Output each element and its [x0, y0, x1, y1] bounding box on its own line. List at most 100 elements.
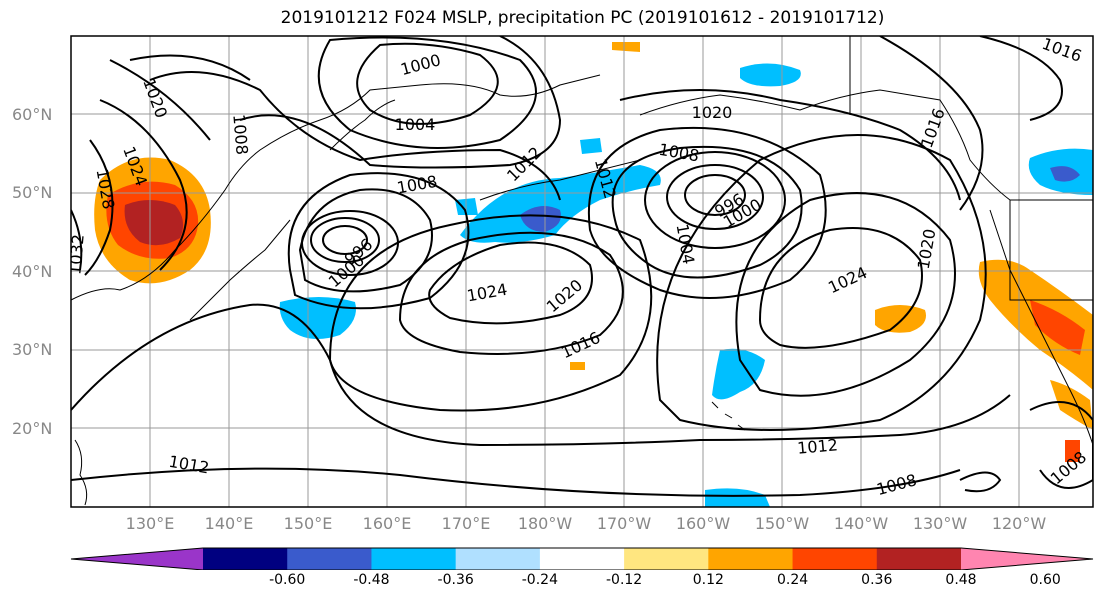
- isobar-1020-alaska: [619, 89, 961, 201]
- isobar-1020-a: [109, 59, 211, 141]
- lon-label: 170°W: [596, 514, 652, 533]
- lon-label: 140°E: [204, 514, 254, 533]
- precip-blob-japan-sea-max: [124, 200, 184, 246]
- colorbar-tick-label: -0.12: [605, 572, 643, 588]
- coast-philippines: [74, 439, 88, 506]
- map-frame: [70, 35, 1094, 508]
- lon-label: 180°W: [517, 514, 573, 533]
- isobar-low-west-inner: [322, 225, 368, 255]
- isobar-1032-asia: [71, 209, 83, 271]
- precip-blob-mid: [875, 305, 926, 333]
- coastlines: [71, 36, 1093, 506]
- isobar-1024-asia: [99, 99, 188, 271]
- lon-label: 170°E: [441, 514, 491, 533]
- isobar-label: 1004: [395, 115, 436, 134]
- isobar-1012-main: [149, 71, 561, 201]
- precip-blob-small-a: [570, 362, 585, 370]
- precip-blob-small-b: [1065, 440, 1080, 462]
- isobar-low-west-996: [310, 217, 380, 263]
- precip-positive-areas: [94, 42, 1093, 462]
- isobar-1008-se: [1029, 401, 1093, 489]
- isobar-1008-west: [287, 172, 470, 310]
- colorbar-swatch: [792, 548, 878, 570]
- colorbar-swatch: [371, 548, 457, 570]
- lat-label-50n: 50°N: [12, 183, 53, 202]
- lat-label-20n: 20°N: [12, 419, 53, 438]
- colorbar-extend-low: [71, 548, 203, 570]
- isobar-1012-east: [587, 126, 827, 299]
- coast-aleutians: [479, 159, 641, 201]
- isobar-1004-west: [298, 188, 433, 293]
- colorbar-extend-high: [961, 548, 1093, 570]
- precip-neg-alaska: [740, 63, 801, 87]
- colorbar-tick-label: -0.48: [353, 572, 390, 588]
- coast-asia: [71, 74, 601, 301]
- border-canada-us: [849, 36, 1093, 301]
- isobar-1016-center: [328, 214, 653, 412]
- colorbar-swatch: [287, 548, 372, 570]
- lon-label: 130°E: [125, 514, 175, 533]
- isobar-1004-north: [317, 36, 537, 149]
- lat-label-30n: 30°N: [12, 340, 53, 359]
- precip-blob-top: [612, 42, 640, 52]
- isobar-low-east-1004: [644, 151, 786, 249]
- colorbar-tick-label: -0.24: [521, 572, 558, 588]
- isobar-1020-center: [398, 231, 624, 355]
- isobar-1012-ne: [979, 36, 1063, 121]
- lon-label: 160°W: [675, 514, 731, 533]
- coast-america-west: [989, 209, 1093, 446]
- isobar-1016-a: [129, 54, 251, 81]
- colorbar-swatch: [708, 548, 794, 570]
- precip-neg-kuril: [580, 138, 602, 154]
- isobar-1024-center: [428, 241, 593, 325]
- colorbar-swatch: [203, 548, 288, 570]
- isobar-1024-east: [758, 227, 923, 349]
- lon-label: 120°W: [991, 514, 1047, 533]
- isobar-1016-alaska: [879, 36, 984, 211]
- isobar-1008-north: [239, 36, 562, 169]
- lon-label: 150°E: [283, 514, 333, 533]
- coast-japan: [189, 219, 291, 321]
- colorbar-tick-label: 0.24: [776, 572, 809, 588]
- isobar-low-east-1000: [666, 164, 764, 230]
- isobar-low-east-996: [684, 174, 746, 216]
- isobar-1000-north: [356, 42, 499, 125]
- precip-neg-northeast-core: [1050, 166, 1080, 182]
- lon-label: 160°E: [362, 514, 412, 533]
- isobar-label: 1032: [65, 233, 87, 275]
- colorbar-swatch: [539, 548, 625, 570]
- colorbar-tick-label: 0.36: [861, 572, 893, 588]
- coast-kamchatka: [329, 99, 396, 151]
- colorbar-swatch: [624, 548, 709, 570]
- isobar-label: 1020: [692, 103, 733, 122]
- lon-label: 150°W: [754, 514, 810, 533]
- map-canvas[interactable]: 1000 1004 1008 1008 1012 1012 1012 1016 …: [0, 0, 1105, 535]
- colorbar-tick-label: 0.60: [1029, 572, 1061, 588]
- map-title: 2019101212 F024 MSLP, precipitation PC (…: [280, 8, 885, 28]
- colorbar-swatch: [876, 548, 962, 570]
- precip-neg-hawaii: [712, 348, 765, 400]
- isobar-1008-south: [71, 467, 961, 497]
- lat-label-40n: 40°N: [12, 262, 53, 281]
- isobar-1028-asia: [84, 139, 114, 276]
- colorbar-tick-label: 0.48: [945, 572, 977, 588]
- lon-label: 130°W: [912, 514, 968, 533]
- isobar-1020-east: [735, 192, 956, 397]
- precip-neg-bottom: [705, 488, 770, 507]
- mslp-contours: [71, 36, 1093, 497]
- isobar-label: 1012: [796, 435, 838, 457]
- precip-neg-pacific-band: [460, 165, 661, 243]
- precip-neg-pacific-core: [520, 206, 561, 232]
- colorbar: [70, 547, 1094, 570]
- isobar-label: 1008: [229, 113, 251, 155]
- colorbar-tick-label: -0.60: [269, 572, 306, 588]
- colorbar-tick-label: 0.12: [692, 572, 724, 588]
- colorbar-swatch: [455, 548, 541, 570]
- isobar-1016-east: [656, 134, 987, 431]
- isobar-1012-se: [959, 471, 1002, 493]
- lon-label: 140°W: [833, 514, 889, 533]
- isobar-1012-southwest: [71, 303, 1011, 447]
- coast-alaska: [639, 89, 1011, 201]
- isobar-1008-east: [611, 145, 803, 279]
- lat-label-60n: 60°N: [12, 105, 53, 124]
